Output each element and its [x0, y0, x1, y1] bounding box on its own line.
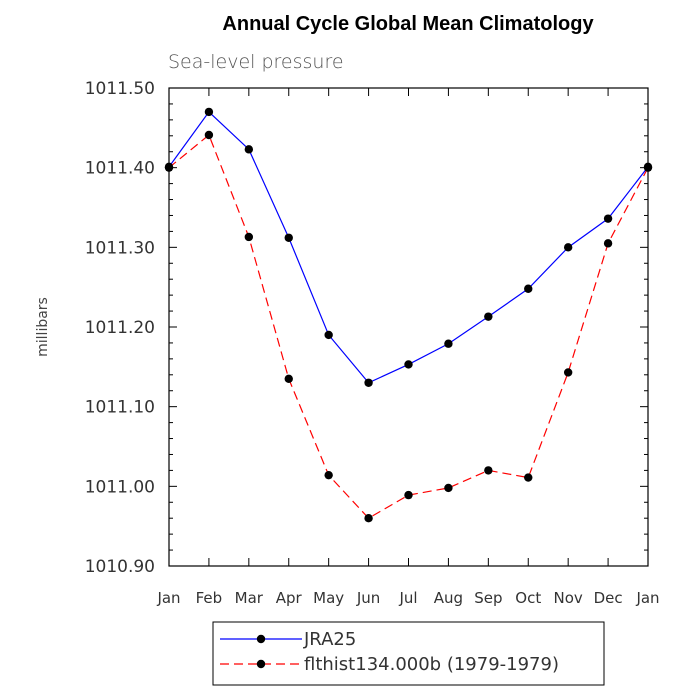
- data-point-series-1: [524, 473, 533, 482]
- data-point-series-0: [324, 330, 333, 340]
- x-tick-label: Dec: [594, 589, 623, 607]
- data-point-series-0: [284, 233, 293, 242]
- legend-label-1: flthist134.000b (1979-1979): [304, 654, 559, 675]
- chart-title: Annual Cycle Global Mean Climatology: [222, 13, 594, 35]
- legend-marker-1: [256, 659, 266, 669]
- data-point-series-0: [524, 284, 533, 293]
- y-tick-label: 1010.90: [85, 557, 155, 577]
- data-point-series-1: [603, 239, 613, 248]
- legend-marker-0: [256, 634, 266, 644]
- series-layer: [164, 107, 653, 523]
- data-point-series-0: [563, 243, 573, 252]
- x-tick-label: Nov: [554, 589, 583, 607]
- x-tick-label: Aug: [434, 589, 463, 607]
- x-tick-label: Sep: [474, 589, 502, 607]
- data-point-series-1: [484, 466, 493, 475]
- data-point-series-1: [643, 163, 653, 172]
- y-tick-label: 1011.00: [85, 477, 155, 497]
- y-tick-label: 1011.30: [85, 238, 155, 258]
- data-point-series-1: [324, 470, 333, 480]
- y-tick-label: 1011.20: [85, 318, 155, 338]
- y-tick-label: 1011.50: [85, 79, 155, 99]
- legend-label-0: JRA25: [303, 629, 356, 650]
- legend: JRA25 flthist134.000b (1979-1979): [212, 621, 605, 686]
- data-point-series-1: [444, 483, 453, 493]
- data-point-series-0: [204, 107, 214, 117]
- data-point-series-1: [563, 368, 573, 377]
- x-tick-label: Feb: [196, 589, 223, 607]
- data-point-series-1: [164, 163, 174, 172]
- chart-subtitle: Sea-level pressure: [168, 51, 344, 73]
- legend-box: [212, 621, 605, 686]
- data-point-series-1: [404, 490, 413, 500]
- x-tick-label: Jul: [398, 589, 417, 607]
- series-line-0: [168, 110, 649, 384]
- data-point-series-0: [444, 339, 453, 348]
- data-point-series-1: [284, 374, 293, 383]
- data-point-series-1: [364, 514, 373, 523]
- x-tick-label: Mar: [235, 589, 264, 607]
- series-line-1: [168, 134, 649, 519]
- x-tick-label: Jan: [635, 589, 659, 607]
- y-axis-label: millibars: [35, 297, 51, 357]
- data-point-series-0: [603, 214, 613, 223]
- axis-ticks: [168, 87, 649, 567]
- y-tick-label: 1011.10: [85, 398, 155, 418]
- data-point-series-1: [244, 232, 254, 242]
- x-tick-label: May: [313, 589, 344, 607]
- data-point-series-0: [364, 378, 373, 387]
- data-point-series-0: [404, 360, 413, 369]
- x-tick-label: Jun: [356, 589, 380, 607]
- x-tick-label: Jan: [156, 589, 180, 607]
- x-tick-label: Apr: [276, 589, 303, 607]
- y-tick-label: 1011.40: [85, 159, 155, 179]
- data-point-series-0: [244, 145, 254, 154]
- x-tick-label: Oct: [515, 589, 541, 607]
- data-point-series-0: [484, 312, 493, 321]
- data-point-series-1: [204, 130, 214, 140]
